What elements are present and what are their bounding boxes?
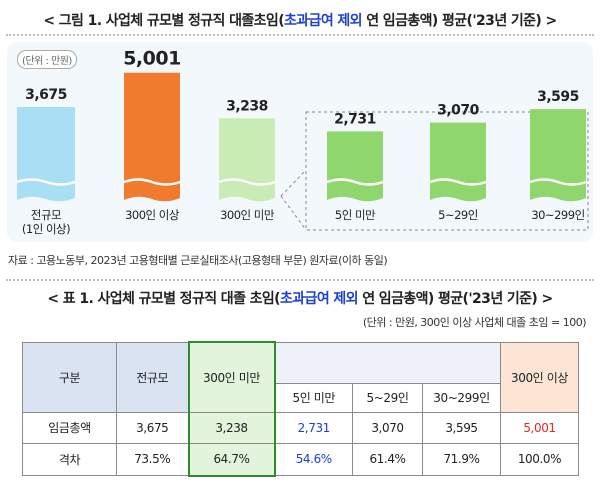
breakdown-box bbox=[305, 111, 589, 231]
section-divider bbox=[6, 279, 594, 281]
figure-title-prefix: < 그림 1. 사업체 규모별 정규직 대졸초임( bbox=[43, 13, 284, 29]
category-label-under-5: 5인 미만 bbox=[335, 208, 376, 222]
bar-5-29 bbox=[430, 122, 486, 202]
header-category: 구분 bbox=[22, 341, 117, 413]
breakdown-connector-lower bbox=[280, 169, 307, 197]
table-title-prefix: < 표 1. 사업체 규모별 정규직 대졸 초임( bbox=[47, 291, 280, 307]
value-label-30-299: 3,595 bbox=[537, 89, 579, 105]
cell-gap-5-29: 61.4% bbox=[352, 442, 423, 476]
figure-title-highlight: 초과급여 제외 bbox=[284, 13, 363, 29]
value-label-300-plus: 5,001 bbox=[123, 48, 181, 70]
value-label-all-sizes: 3,675 bbox=[25, 87, 67, 103]
breakdown-connector-upper bbox=[280, 195, 307, 231]
bar-break-5-29 bbox=[429, 178, 487, 186]
category-label-300-plus: 300인 이상 bbox=[125, 208, 180, 222]
category-label-all-sizes: 전규모 bbox=[31, 208, 61, 222]
bar-break-300-plus bbox=[123, 178, 181, 186]
cell-gap-under-5: 54.6% bbox=[274, 442, 353, 476]
bar-under-5 bbox=[327, 131, 383, 202]
table-row: 격차 73.5% 64.7% 54.6% 61.4% 71.9% 100.0% bbox=[22, 442, 579, 477]
bar-break-under-300 bbox=[218, 178, 276, 186]
chart-unit-label: (단위 : 만원) bbox=[17, 50, 77, 69]
cell-gap-all: 73.5% bbox=[116, 442, 189, 476]
cell-wage-30-299: 3,595 bbox=[422, 411, 501, 444]
category-label-all-sizes-line2: (1인 이상) bbox=[22, 222, 70, 236]
cell-wage-under-5: 2,731 bbox=[274, 411, 353, 444]
chart-panel: (단위 : 만원) bbox=[7, 42, 593, 242]
source-note: 자료 : 고용노동부, 2023년 고용형태별 근로실태조사(고용형태 부문) … bbox=[8, 254, 388, 267]
cell-wage-5-29: 3,070 bbox=[352, 411, 423, 444]
header-under-5: 5인 미만 bbox=[274, 382, 353, 413]
cell-gap-300-plus: 100.0% bbox=[500, 442, 579, 476]
bar-30-299 bbox=[530, 109, 586, 202]
table-title-highlight: 초과급여 제외 bbox=[280, 291, 359, 307]
header-30-299: 30~299인 bbox=[422, 382, 501, 413]
table-row: 임금총액 3,675 3,238 2,731 3,070 3,595 5,001 bbox=[22, 411, 579, 444]
value-label-5-29: 3,070 bbox=[437, 103, 480, 119]
cell-gap-under-300: 64.7% bbox=[187, 442, 276, 477]
header-5-29: 5~29인 bbox=[352, 382, 423, 413]
figure-title-suffix: 연 임금총액) 평균('23년 기준) > bbox=[361, 13, 557, 29]
figure-title: < 그림 1. 사업체 규모별 정규직 대졸초임(초과급여 제외 연 임금총액)… bbox=[0, 10, 600, 30]
figure-title-divider bbox=[6, 34, 594, 36]
header-under-300: 300인 미만 bbox=[187, 341, 276, 413]
table-unit-note: (단위 : 만원, 300인 이상 사업체 대졸 초임 = 100) bbox=[362, 316, 587, 329]
bar-break-all-sizes bbox=[16, 178, 76, 186]
header-spacer bbox=[274, 341, 501, 384]
cell-wage-all: 3,675 bbox=[116, 411, 189, 444]
bar-under-300 bbox=[219, 118, 275, 202]
wage-table: 구분 전규모 300인 미만 300인 이상 5인 미만 5~29인 30~29… bbox=[22, 341, 579, 477]
bar-break-under-5 bbox=[326, 178, 384, 186]
header-300-plus: 300인 이상 bbox=[500, 341, 579, 413]
cell-wage-300-plus: 5,001 bbox=[500, 411, 579, 444]
table-title-suffix: 연 임금총액) 평균('23년 기준) > bbox=[357, 291, 553, 307]
bar-break-30-299 bbox=[529, 178, 587, 186]
category-label-under-300: 300인 미만 bbox=[220, 208, 275, 222]
bar-chart: 3,675 전규모(1인 이상) 5,001 300인 이상 3,238 300인 미만 2… bbox=[16, 48, 589, 236]
row-label-gap: 격차 bbox=[22, 442, 117, 476]
category-label-30-299: 30~299인 bbox=[531, 208, 584, 222]
bar-300-plus bbox=[124, 72, 180, 202]
cell-gap-30-299: 71.9% bbox=[422, 442, 501, 476]
category-label-5-29: 5~29인 bbox=[438, 208, 478, 222]
value-label-under-5: 2,731 bbox=[334, 111, 376, 127]
row-label-wage: 임금총액 bbox=[22, 411, 117, 444]
value-label-under-300: 3,238 bbox=[226, 98, 268, 114]
cell-wage-under-300: 3,238 bbox=[187, 411, 276, 444]
header-all-sizes: 전규모 bbox=[116, 341, 189, 413]
bar-all-sizes bbox=[17, 107, 75, 202]
table-title: < 표 1. 사업체 규모별 정규직 대졸 초임(초과급여 제외 연 임금총액)… bbox=[0, 288, 600, 308]
